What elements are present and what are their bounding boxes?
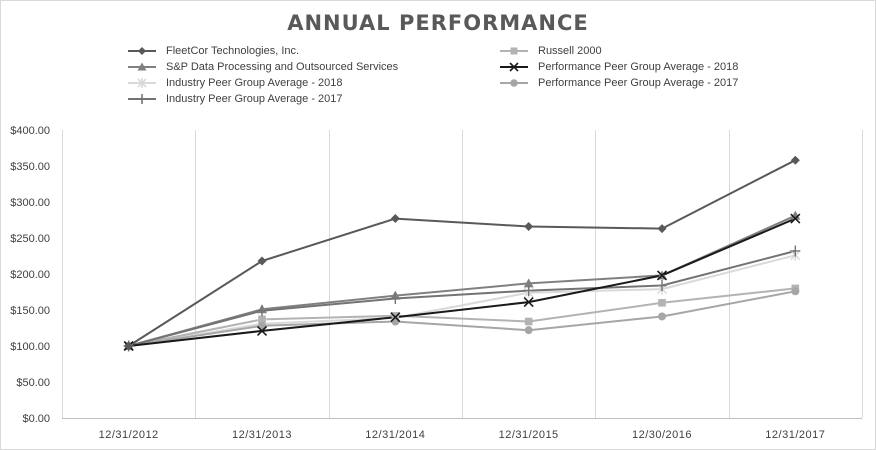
series-performance-peer-2018-marker	[390, 312, 401, 323]
y-tick-label: $300.00	[10, 197, 50, 209]
x-tick-label: 12/31/2012	[99, 429, 159, 441]
series-russell-2000-marker	[391, 311, 400, 320]
x-tick-label: 12/31/2014	[365, 429, 425, 441]
series-line-industry-peer-2018	[128, 254, 796, 347]
series-performance-peer-2017-marker	[658, 312, 666, 321]
legend-item-industry-peer-2018: Industry Peer Group Average - 2018	[128, 75, 343, 91]
x-tick-label: 12/31/2015	[499, 429, 559, 441]
series-industry-peer-2017-marker	[523, 285, 534, 297]
series-line-performance-peer-2018	[128, 217, 796, 347]
series-russell-2000-marker	[258, 315, 266, 324]
y-tick-label: $200.00	[10, 269, 50, 281]
series-line-russell-2000	[128, 287, 796, 347]
series-line-fleetcor	[128, 159, 796, 347]
series-fleetcor-marker	[124, 341, 134, 351]
series-performance-peer-2018-marker	[790, 213, 801, 224]
series-fleetcor-marker	[390, 214, 400, 224]
legend-label: Industry Peer Group Average - 2018	[166, 77, 343, 89]
legend-label: Performance Peer Group Average - 2017	[538, 77, 739, 89]
legend-item-fleetcor: FleetCor Technologies, Inc.	[128, 43, 299, 59]
y-tick-label: $0.00	[22, 413, 50, 425]
legend-label: S&P Data Processing and Outsourced Servi…	[166, 61, 399, 73]
series-russell-2000-marker	[524, 317, 533, 326]
legend-label: Russell 2000	[538, 45, 602, 57]
series-industry-peer-2017-marker	[657, 280, 667, 292]
series-sp-data-processing-marker	[790, 210, 801, 220]
series-performance-peer-2018-marker	[256, 325, 268, 336]
legend-marker-diamond	[128, 47, 156, 55]
y-tick-label: $400.00	[10, 125, 50, 137]
legend-marker-x	[500, 62, 528, 72]
series-fleetcor-marker	[657, 224, 667, 234]
series-industry-peer-2017-marker	[790, 245, 801, 257]
y-tick-label: $150.00	[10, 305, 50, 317]
y-tick-label: $350.00	[10, 161, 50, 173]
legend-item-industry-peer-2017: Industry Peer Group Average - 2017	[128, 91, 343, 107]
series-industry-peer-2017-marker	[390, 292, 401, 304]
x-tick-label: 12/31/2013	[232, 429, 292, 441]
series-performance-peer-2017-marker	[791, 287, 800, 296]
series-performance-peer-2017-marker	[391, 317, 400, 326]
series-line-industry-peer-2017	[128, 250, 796, 347]
legend-item-performance-peer-2017: Performance Peer Group Average - 2017	[500, 75, 738, 91]
legend-marker-plus	[128, 94, 156, 104]
series-russell-2000-marker	[658, 299, 666, 307]
legend-label: Performance Peer Group Average - 2018	[538, 61, 739, 73]
legend-marker-star	[128, 78, 156, 88]
series-fleetcor-marker	[524, 221, 534, 231]
legend-item-sp-data-processing: S&P Data Processing and Outsourced Servi…	[128, 59, 398, 75]
series-fleetcor-marker	[790, 155, 800, 165]
legend-item-performance-peer-2018: Performance Peer Group Average - 2018	[500, 59, 738, 75]
y-tick-label: $250.00	[10, 233, 50, 245]
legend-marker-square	[500, 47, 528, 55]
y-tick-label: $50.00	[16, 377, 50, 389]
series-performance-peer-2018-marker	[656, 270, 668, 281]
legend-marker-circle	[500, 79, 528, 87]
chart-title: ANNUAL PERFORMANCE	[287, 11, 589, 35]
legend-label: Industry Peer Group Average - 2017	[166, 93, 343, 105]
series-industry-peer-2017-marker	[257, 305, 267, 317]
legend-item-russell-2000: Russell 2000	[500, 43, 602, 59]
legend-marker-triangle	[128, 62, 156, 71]
legend-label: FleetCor Technologies, Inc.	[166, 45, 300, 57]
x-tick-label: 12/31/2017	[765, 429, 825, 441]
series-sp-data-processing-marker	[523, 278, 534, 288]
series-performance-peer-2017-marker	[524, 326, 533, 335]
series-performance-peer-2018-marker	[523, 297, 534, 308]
series-line-performance-peer-2017	[128, 290, 796, 347]
y-tick-label: $100.00	[10, 341, 50, 353]
x-tick-label: 12/30/2016	[632, 429, 692, 441]
series-fleetcor-marker	[257, 256, 267, 266]
